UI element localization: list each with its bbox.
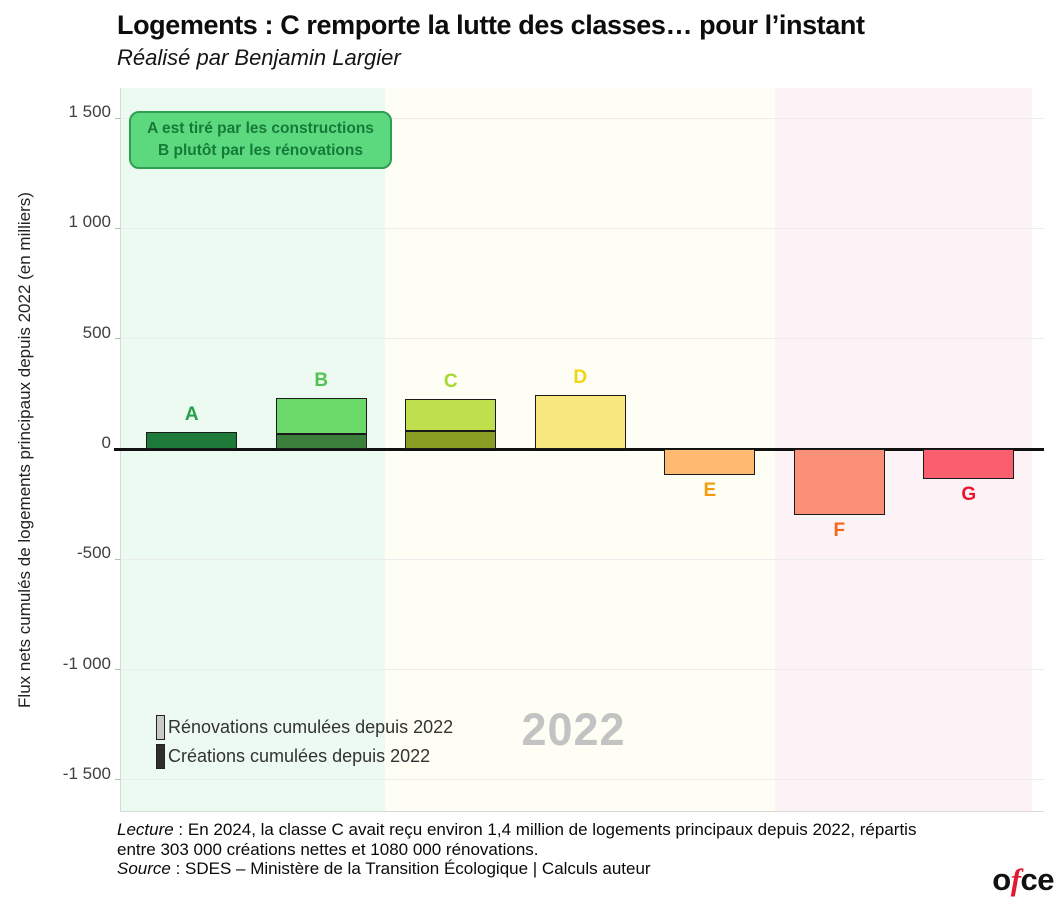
gridline bbox=[121, 779, 1044, 781]
lecture-note-line-2: entre 303 000 créations nettes et 1080 0… bbox=[117, 839, 539, 859]
bar-segment-negative-E bbox=[664, 449, 756, 476]
y-tick-label: -500 bbox=[76, 543, 111, 563]
ofce-logo-f: f bbox=[1010, 862, 1021, 897]
legend-item-creations: Créations cumulées depuis 2022 bbox=[156, 742, 453, 771]
y-tick-mark bbox=[115, 669, 120, 671]
y-tick-label: -1 500 bbox=[62, 763, 111, 783]
bar-segment-creations-C bbox=[405, 431, 497, 449]
lecture-note-line-1: Lecture : En 2024, la classe C avait reç… bbox=[117, 820, 1027, 840]
x-axis-zero-line bbox=[114, 447, 1044, 451]
bar-segment-renovations-B bbox=[275, 398, 367, 434]
source-label: Source bbox=[117, 859, 171, 878]
gridline bbox=[121, 558, 1044, 560]
chart-title: Logements : C remporte la lutte des clas… bbox=[117, 10, 865, 40]
gridline bbox=[121, 338, 1044, 340]
annotation-box: A est tiré par les constructions B plutô… bbox=[129, 111, 392, 169]
y-tick-label: -1 000 bbox=[62, 653, 111, 673]
bar-label-C: C bbox=[443, 371, 458, 393]
y-tick-label: 0 bbox=[101, 433, 111, 452]
y-tick-mark bbox=[115, 558, 120, 560]
y-tick-mark bbox=[115, 227, 120, 229]
source-note: Source : SDES – Ministère de la Transiti… bbox=[117, 859, 1027, 879]
bar-segment-renovations-C bbox=[405, 399, 497, 432]
bar-label-G: G bbox=[961, 483, 977, 505]
bar-label-A: A bbox=[184, 404, 199, 426]
gridline bbox=[121, 117, 1044, 119]
bar-label-D: D bbox=[573, 366, 588, 388]
legend-label-renovations: Rénovations cumulées depuis 2022 bbox=[168, 717, 454, 737]
annotation-line-1: A est tiré par les constructions bbox=[147, 120, 374, 137]
legend-item-renovations: Rénovations cumulées depuis 2022 bbox=[156, 713, 453, 742]
bar-segment-creations-B bbox=[275, 433, 367, 449]
y-tick-label: 1 000 bbox=[68, 212, 111, 232]
y-tick-mark bbox=[115, 338, 120, 340]
lecture-label: Lecture bbox=[117, 820, 174, 839]
legend-swatch-creations-icon bbox=[156, 744, 165, 769]
ofce-logo: ofce bbox=[992, 862, 1054, 898]
y-axis-ticks: 1 500 1 000 500 0 -500 -1 000 -1 500 bbox=[0, 88, 120, 811]
source-text: : SDES – Ministère de la Transition Écol… bbox=[170, 859, 651, 878]
gridline bbox=[121, 669, 1044, 671]
legend-label-creations: Créations cumulées depuis 2022 bbox=[168, 746, 431, 766]
chart-subtitle: Réalisé par Benjamin Largier bbox=[117, 45, 401, 70]
gridline bbox=[121, 227, 1044, 229]
legend: Rénovations cumulées depuis 2022 Créatio… bbox=[156, 713, 453, 771]
bar-segment-negative-G bbox=[923, 449, 1015, 479]
y-tick-label: 1 500 bbox=[68, 102, 111, 122]
y-tick-mark bbox=[115, 779, 120, 781]
bar-label-B: B bbox=[314, 370, 329, 392]
bar-segment-negative-F bbox=[793, 449, 885, 516]
y-tick-mark bbox=[115, 117, 120, 119]
ofce-logo-ce: ce bbox=[1020, 862, 1055, 897]
lecture-text: : En 2024, la classe C avait reçu enviro… bbox=[173, 820, 917, 839]
footer-notes: Lecture : En 2024, la classe C avait reç… bbox=[117, 820, 1027, 879]
legend-swatch-renovations-icon bbox=[156, 715, 165, 740]
year-watermark: 2022 bbox=[521, 704, 626, 755]
ofce-logo-o: o bbox=[992, 862, 1011, 897]
bar-segment-renovations-D bbox=[534, 394, 626, 449]
bar-segment-creations-A bbox=[146, 432, 238, 449]
bar-label-E: E bbox=[703, 480, 717, 502]
bar-label-F: F bbox=[833, 520, 846, 542]
annotation-line-2: B plutôt par les rénovations bbox=[158, 142, 363, 159]
y-tick-label: 500 bbox=[82, 322, 111, 342]
plot-area: A est tiré par les constructions B plutô… bbox=[114, 88, 1044, 812]
